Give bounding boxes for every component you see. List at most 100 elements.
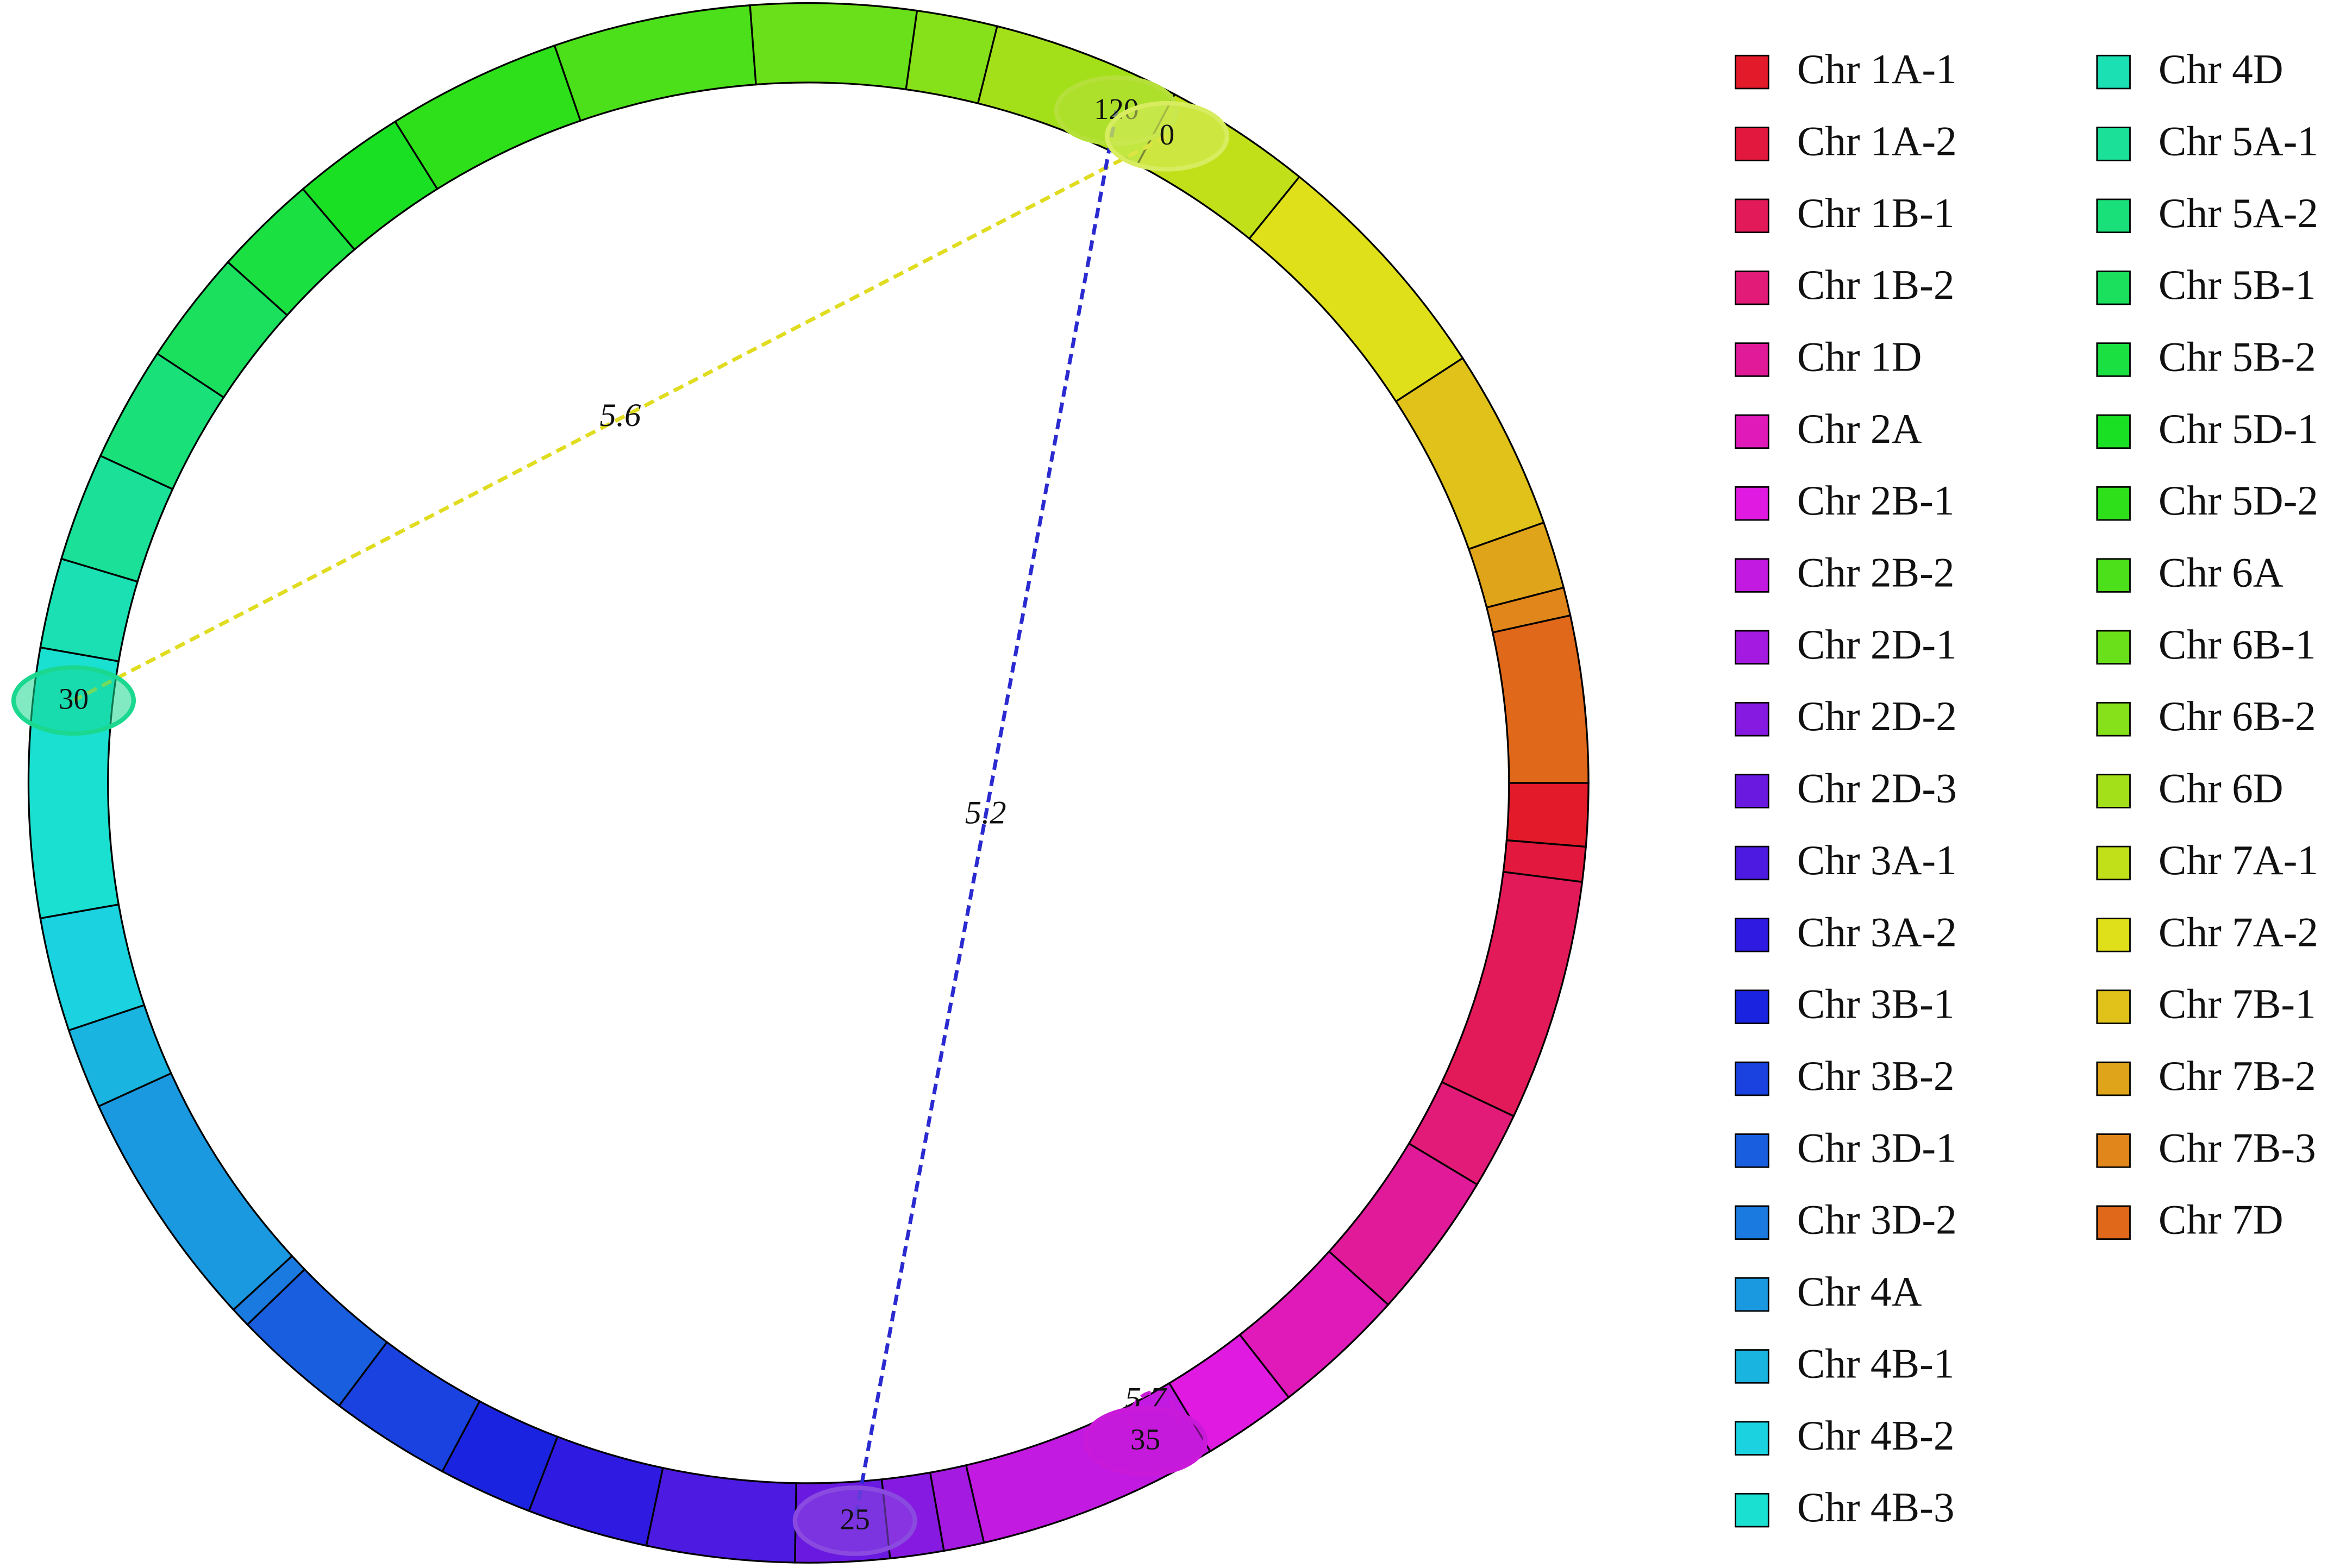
chromosome-segment [1505, 782, 1590, 848]
marker [1104, 101, 1230, 172]
legend-swatch [1735, 1492, 1769, 1528]
legend-label: Chr 7B-1 [2159, 981, 2316, 1027]
legend-label: Chr 3D-2 [1797, 1196, 1957, 1243]
legend-label: Chr 4A [1797, 1268, 1922, 1315]
chromosome-segment [393, 44, 582, 191]
link-label: 5.2 [965, 794, 1006, 831]
legend-label: Chr 3B-1 [1797, 981, 1955, 1027]
link [853, 110, 1118, 1521]
chromosome-segment [1491, 614, 1590, 784]
legend-swatch [2096, 774, 2131, 808]
legend-swatch [1735, 414, 1769, 449]
legend-swatch [1735, 342, 1769, 377]
legend-label: Chr 1B-1 [1797, 190, 1955, 236]
legend-swatch [2096, 989, 2131, 1024]
legend-label: Chr 7A-1 [2159, 837, 2318, 883]
legend-swatch [1735, 989, 1769, 1024]
chromosome-segment [1394, 356, 1545, 550]
legend-swatch [2096, 127, 2131, 161]
legend-label: Chr 5A-2 [2159, 190, 2318, 236]
legend-label: Chr 1B-2 [1797, 261, 1955, 308]
link-label: 5.6 [600, 397, 642, 434]
chromosome-segment [1440, 870, 1584, 1118]
link [72, 134, 1168, 703]
marker-label: 30 [59, 682, 89, 716]
legend-swatch [2096, 1061, 2131, 1096]
legend-label: Chr 4B-3 [1797, 1484, 1955, 1531]
legend-swatch [1735, 127, 1769, 161]
marker [792, 1485, 917, 1556]
legend-label: Chr 6B-2 [2159, 693, 2316, 739]
legend-swatch [2096, 558, 2131, 593]
legend-swatch [1735, 630, 1769, 665]
legend-label: Chr 6A [2159, 549, 2284, 596]
legend-swatch [2096, 54, 2131, 90]
legend-label: Chr 2B-1 [1797, 477, 1955, 524]
legend-label: Chr 3B-2 [1797, 1052, 1955, 1099]
legend-swatch [1735, 1277, 1769, 1312]
legend-label: Chr 5B-2 [2159, 333, 2316, 380]
legend-swatch [2096, 1205, 2131, 1240]
legend-swatch [1735, 558, 1769, 593]
legend-label: Chr 2D-2 [1797, 693, 1957, 739]
legend-swatch [1735, 1205, 1769, 1240]
legend-swatch [2096, 414, 2131, 449]
legend-label: Chr 7A-2 [2159, 908, 2318, 955]
legend-label: Chr 7B-2 [2159, 1052, 2316, 1099]
chromosome-segment [749, 2, 918, 91]
legend-swatch [2096, 845, 2131, 881]
legend-swatch [1735, 198, 1769, 234]
legend-label: Chr 5B-1 [2159, 261, 2316, 308]
legend-label: Chr 3D-1 [1797, 1124, 1957, 1171]
legend-label: Chr 2A [1797, 405, 1922, 452]
legend-swatch [1735, 1349, 1769, 1384]
legend-label: Chr 4D [2159, 46, 2284, 92]
legend-label: Chr 6B-1 [2159, 621, 2316, 668]
legend-label: Chr 3A-2 [1797, 908, 1957, 955]
legend-label: Chr 4B-2 [1797, 1412, 1955, 1459]
legend-swatch [1735, 702, 1769, 737]
legend-label: Chr 5A-1 [2159, 117, 2318, 164]
marker-label: 0 [1160, 118, 1175, 151]
legend-swatch [1735, 774, 1769, 808]
legend-swatch [2096, 630, 2131, 665]
legend-label: Chr 2D-3 [1797, 765, 1957, 812]
marker-label: 25 [840, 1502, 870, 1535]
legend-swatch [1735, 486, 1769, 521]
marker [1083, 1406, 1208, 1477]
chromosome-segment [645, 1466, 797, 1564]
legend-label: Chr 1D [1797, 333, 1922, 380]
legend-swatch [1735, 270, 1769, 305]
legend-swatch [2096, 702, 2131, 737]
legend-swatch [1735, 1061, 1769, 1096]
marker [11, 665, 136, 736]
legend-swatch [2096, 198, 2131, 234]
legend-label: Chr 7D [2159, 1196, 2284, 1243]
legend-swatch [2096, 1133, 2131, 1168]
legend-swatch [2096, 342, 2131, 377]
legend-label: Chr 2B-2 [1797, 549, 1955, 596]
legend-swatch [1735, 1421, 1769, 1456]
legend-label: Chr 4B-1 [1797, 1340, 1955, 1387]
legend-label: Chr 3A-1 [1797, 837, 1957, 883]
legend-swatch [2096, 270, 2131, 305]
legend-label: Chr 2D-1 [1797, 621, 1957, 668]
legend-label: Chr 7B-3 [2159, 1124, 2316, 1171]
legend-label: Chr 5D-2 [2159, 477, 2318, 524]
legend-swatch [1735, 918, 1769, 952]
chromosome-segment [97, 1072, 293, 1311]
legend-label: Chr 1A-1 [1797, 46, 1957, 92]
legend-swatch [1735, 1133, 1769, 1168]
chromosome-segment [553, 4, 757, 122]
legend-label: Chr 6D [2159, 765, 2284, 812]
marker-label: 35 [1130, 1423, 1160, 1456]
legend-label: Chr 1A-2 [1797, 117, 1957, 164]
legend-swatch [2096, 486, 2131, 521]
legend-swatch [1735, 54, 1769, 90]
chromosome-segment [1248, 175, 1464, 403]
legend-swatch [1735, 845, 1769, 881]
legend-swatch [2096, 918, 2131, 952]
legend-label: Chr 5D-1 [2159, 405, 2318, 452]
